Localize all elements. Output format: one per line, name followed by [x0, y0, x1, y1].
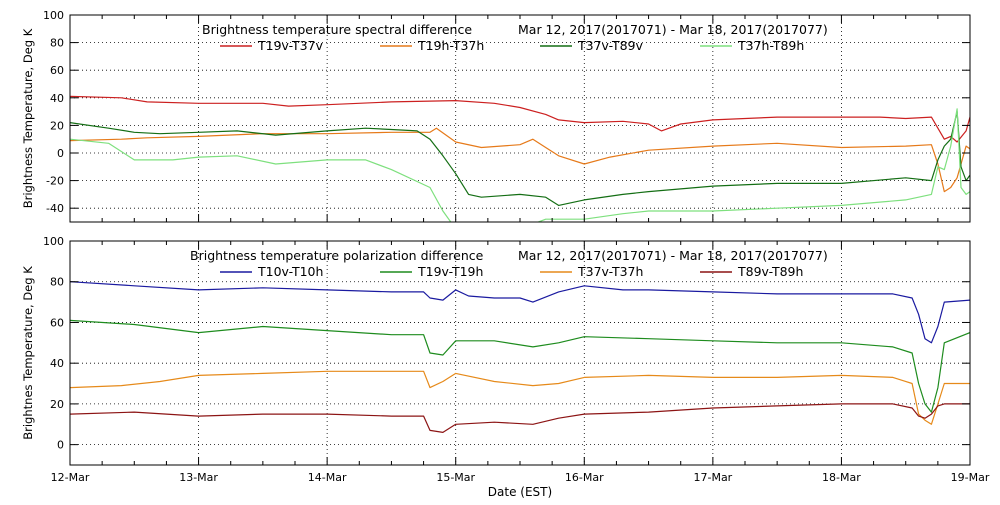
- y-tick-label: 100: [43, 9, 64, 22]
- series-line-t19v-t37v: [70, 95, 970, 143]
- series-line-t37h-t89h: [70, 108, 970, 222]
- legend-label: T10v-T10h: [257, 264, 323, 279]
- y-tick-label: -20: [46, 175, 64, 188]
- y-tick-label: 20: [50, 398, 64, 411]
- plot-frame: [69, 14, 971, 223]
- series-line-t19h-t37h: [70, 127, 970, 193]
- legend-label: T37v-T89v: [577, 38, 644, 53]
- plot-frame: [69, 240, 971, 466]
- series-line-t10v-t10h: [70, 281, 970, 344]
- x-tick-label: 17-Mar: [693, 471, 732, 484]
- spectral-difference-panel: -40 -20 0 20 40 60 80 100 Brightness Temperature…: [21, 9, 971, 223]
- x-tick-label: 18-Mar: [822, 471, 861, 484]
- legend-label: T89v-T89h: [737, 264, 803, 279]
- y-tick-label: 100: [43, 235, 64, 248]
- series-line-t37v-t37h: [70, 370, 970, 425]
- x-tick-label: 19-Mar: [951, 471, 990, 484]
- y-tick-label: 60: [50, 64, 64, 77]
- y-tick-label: -40: [46, 202, 64, 215]
- y-tick-label: 80: [50, 37, 64, 50]
- polarization-difference-panel: 0 20 40 60 80 100 Brightnes Temperature, Deg K…: [21, 235, 971, 466]
- y-tick-label: 20: [50, 119, 64, 132]
- y-tick-label: 80: [50, 276, 64, 289]
- series-line-t19v-t19h: [70, 319, 970, 413]
- series-lines: [70, 281, 970, 433]
- y-tick-label: 0: [57, 439, 64, 452]
- x-tick-label: 16-Mar: [565, 471, 604, 484]
- x-tick-label: 12-Mar: [51, 471, 90, 484]
- series-line-t89v-t89h: [70, 403, 970, 433]
- legend-label: T19v-T19h: [417, 264, 483, 279]
- legend-label: T19h-T37h: [417, 38, 484, 53]
- series-lines: [70, 95, 970, 222]
- x-tick-label: 13-Mar: [179, 471, 218, 484]
- y-tick-label: 60: [50, 316, 64, 329]
- y-axis-label: Brightnes Temperature, Deg K: [21, 266, 35, 440]
- y-tick-label: 0: [57, 147, 64, 160]
- chart-title: Brightness temperature spectral differen…: [202, 22, 472, 37]
- x-axis-label: Date (EST): [488, 485, 552, 499]
- date-range-label: Mar 12, 2017(2017071) - Mar 18, 2017(201…: [518, 22, 828, 37]
- y-tick-label: 40: [50, 357, 64, 370]
- x-tick-label: 14-Mar: [308, 471, 347, 484]
- y-axis-label: Brightness Temperature, Deg K: [21, 28, 35, 208]
- x-axis: 12-Mar 13-Mar 14-Mar 15-Mar 16-Mar 17-Mar 18-M…: [51, 471, 990, 484]
- date-range-label: Mar 12, 2017(2017071) - Mar 18, 2017(201…: [518, 248, 828, 263]
- series-line-t37v-t89v: [70, 111, 970, 206]
- chart-title: Brightness temperature polarization diff…: [190, 248, 484, 263]
- legend-label: T19v-T37v: [257, 38, 324, 53]
- legend-label: T37v-T37h: [577, 264, 643, 279]
- legend-label: T37h-T89h: [737, 38, 804, 53]
- y-tick-label: 40: [50, 92, 64, 105]
- x-tick-label: 15-Mar: [436, 471, 475, 484]
